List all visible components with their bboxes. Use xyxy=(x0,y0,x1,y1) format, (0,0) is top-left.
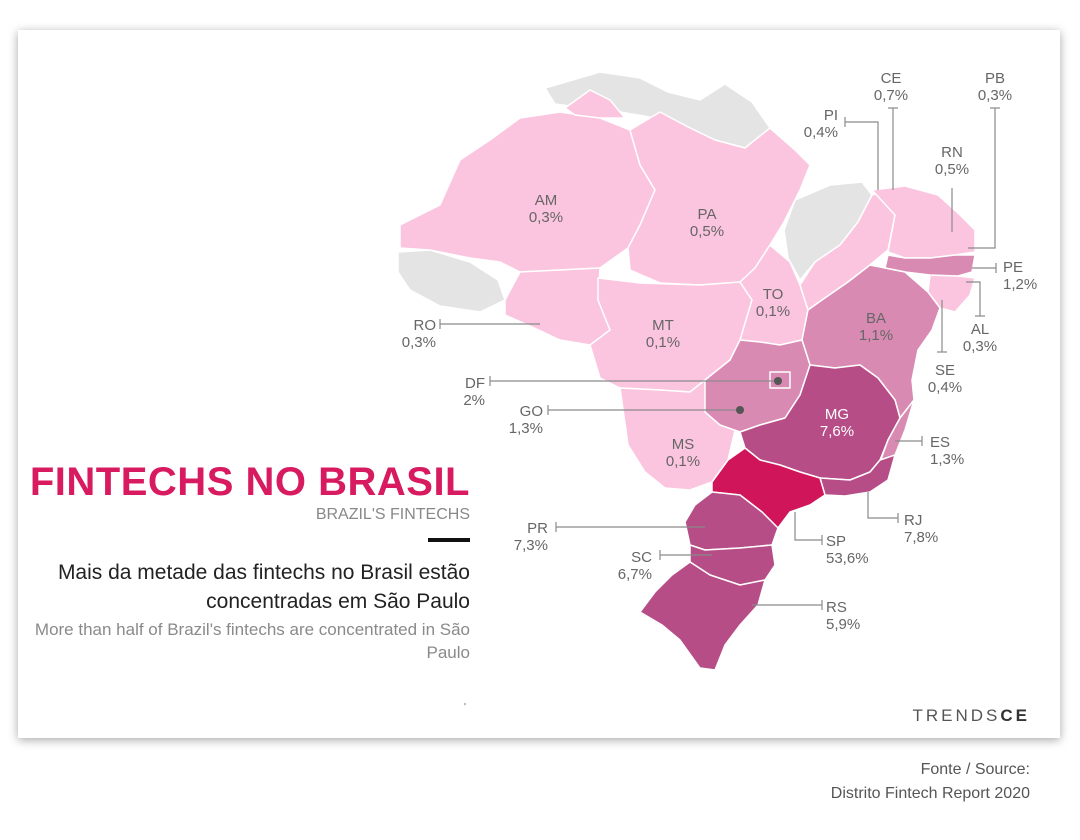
label-ba-value: 1,1% xyxy=(859,327,893,344)
callout-labels-right: RS 5,9% SP 53,6% RJ 7,8% ES 1,3% PE 1,2% xyxy=(826,259,1037,633)
trendsce-logo: TRENDSCE xyxy=(912,706,1030,726)
state-rs[interactable] xyxy=(639,561,766,671)
label-pb-value: 0,3% xyxy=(978,87,1012,104)
label-ce-value: 0,7% xyxy=(874,87,908,104)
label-al-code: AL xyxy=(971,321,989,338)
logo-part-1: TRENDS xyxy=(912,706,1001,725)
label-df-value: 2% xyxy=(463,392,485,409)
label-pe-value: 1,2% xyxy=(1003,276,1037,293)
neighbor-areas xyxy=(397,71,873,313)
label-ro-code: RO xyxy=(414,317,437,334)
label-pi-code: PI xyxy=(824,107,838,124)
neighbor-west xyxy=(397,249,506,313)
brazil-map: AM 0,3% PA 0,5% MT 0,1% TO 0,1% BA 1,1% … xyxy=(397,70,1037,671)
callout-labels-left: RO 0,3% DF 2% GO 1,3% PR 7,3% SC 6,7% PI… xyxy=(402,107,838,583)
label-ba-code: BA xyxy=(866,310,886,327)
label-pi-value: 0,4% xyxy=(804,124,838,141)
label-es-code: ES xyxy=(930,434,950,451)
small-tick-mark: ' xyxy=(464,702,466,713)
state-sp[interactable] xyxy=(711,447,826,529)
label-rn-value: 0,5% xyxy=(935,161,969,178)
label-mt-value: 0,1% xyxy=(646,334,680,351)
label-al-value: 0,3% xyxy=(963,338,997,355)
label-es-value: 1,3% xyxy=(930,451,964,468)
label-df-code: DF xyxy=(465,375,485,392)
label-ce-code: CE xyxy=(881,70,902,87)
source-note: Fonte / Source: Distrito Fintech Report … xyxy=(831,758,1030,806)
state-labels: AM 0,3% PA 0,5% MT 0,1% TO 0,1% BA 1,1% … xyxy=(529,192,893,470)
title-divider xyxy=(428,538,470,542)
source-label: Fonte / Source: xyxy=(920,761,1030,778)
label-ro-value: 0,3% xyxy=(402,334,436,351)
label-sc-value: 6,7% xyxy=(618,566,652,583)
headline-english: More than half of Brazil's fintechs are … xyxy=(34,620,470,662)
label-rn-code: RN xyxy=(941,144,963,161)
state-ne-north[interactable] xyxy=(871,185,976,259)
callout-labels-center: SE 0,4% AL 0,3% RN 0,5% CE 0,7% PB 0,3% xyxy=(874,70,1012,396)
label-sp-code: SP xyxy=(826,533,846,550)
label-to-value: 0,1% xyxy=(756,303,790,320)
label-mg-code: MG xyxy=(825,406,849,423)
label-sp-value: 53,6% xyxy=(826,550,869,567)
label-rj-value: 7,8% xyxy=(904,529,938,546)
label-se-code: SE xyxy=(935,362,955,379)
label-ms-code: MS xyxy=(672,436,695,453)
label-pr-code: PR xyxy=(527,520,548,537)
label-rs-code: RS xyxy=(826,599,847,616)
state-rr-ap[interactable] xyxy=(564,89,626,119)
label-am-code: AM xyxy=(535,192,558,209)
label-pb-code: PB xyxy=(985,70,1005,87)
label-rs-value: 5,9% xyxy=(826,616,860,633)
headline-portuguese: Mais da metade das fintechs no Brasil es… xyxy=(57,561,470,613)
label-sc-code: SC xyxy=(631,549,652,566)
label-pe-code: PE xyxy=(1003,259,1023,276)
go-marker xyxy=(736,406,744,414)
label-go-value: 1,3% xyxy=(509,420,543,437)
label-mt-code: MT xyxy=(652,317,674,334)
label-rj-code: RJ xyxy=(904,512,922,529)
label-am-value: 0,3% xyxy=(529,209,563,226)
label-ms-value: 0,1% xyxy=(666,453,700,470)
label-to-code: TO xyxy=(763,286,784,303)
state-rj[interactable] xyxy=(819,454,896,497)
label-pa-value: 0,5% xyxy=(690,223,724,240)
page-subtitle: BRAZIL'S FINTECHS xyxy=(315,506,470,523)
label-pa-code: PA xyxy=(698,206,717,223)
leader-lines xyxy=(439,107,1000,610)
label-go-code: GO xyxy=(520,403,543,420)
logo-part-2: CE xyxy=(1000,706,1030,725)
infographic-card: AM 0,3% PA 0,5% MT 0,1% TO 0,1% BA 1,1% … xyxy=(18,30,1060,738)
label-se-value: 0,4% xyxy=(928,379,962,396)
page-title: FINTECHS NO BRASIL xyxy=(29,460,470,504)
states xyxy=(399,89,976,671)
label-pr-value: 7,3% xyxy=(514,537,548,554)
state-ac-ro[interactable] xyxy=(504,267,611,346)
state-am[interactable] xyxy=(399,111,656,273)
source-name: Distrito Fintech Report 2020 xyxy=(830,785,1030,802)
label-mg-value: 7,6% xyxy=(820,423,854,440)
df-marker xyxy=(774,377,782,385)
